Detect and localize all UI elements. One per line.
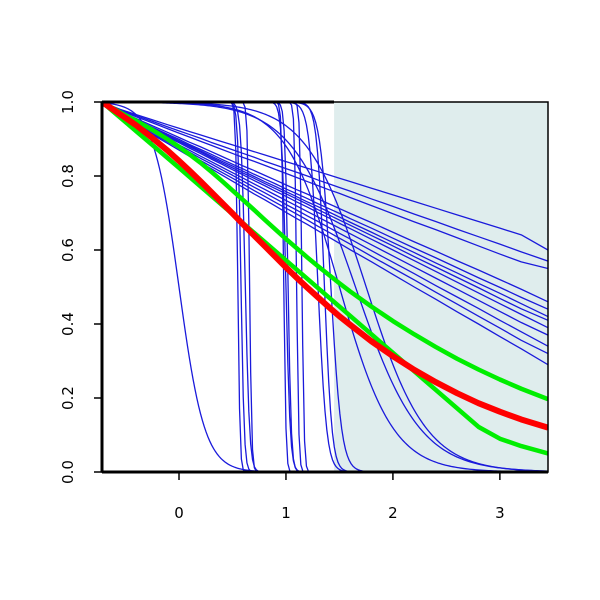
shaded-region-layer <box>334 102 548 472</box>
x-ticks: 0 1 2 3 <box>174 472 505 522</box>
green-curve-13 <box>102 102 548 402</box>
y-tick-label: 0.4 <box>59 312 77 336</box>
x-tick-label: 0 <box>174 504 184 522</box>
green-curve-14 <box>102 102 548 456</box>
blue-curve-6 <box>102 102 548 329</box>
blue-curve-1 <box>102 102 548 251</box>
blue-curve-2 <box>102 102 548 270</box>
blue-curve-10 <box>102 102 548 366</box>
plot-clip-group <box>102 102 548 472</box>
series-layer <box>102 102 548 472</box>
y-tick-label: 0.2 <box>59 386 77 410</box>
y-tick-label: 1.0 <box>59 90 77 114</box>
blue-curve-12 <box>102 102 548 321</box>
x-tick-label: 2 <box>388 504 398 522</box>
blue-curve-3 <box>102 102 548 303</box>
y-tick-label: 0.6 <box>59 238 77 262</box>
blue-curve-11 <box>102 102 548 262</box>
blue-step-curve-13 <box>102 102 548 472</box>
blue-step-curve-1 <box>102 102 548 472</box>
y-ticks: 0.0 0.2 0.4 0.6 0.8 1.0 <box>59 90 102 484</box>
blue-curve-4 <box>102 102 548 310</box>
x-tick-label: 1 <box>281 504 291 522</box>
blue-curve-5 <box>102 102 548 318</box>
x-tick-label: 3 <box>495 504 505 522</box>
blue-step-curve-11 <box>102 102 548 472</box>
red-curve-15 <box>102 102 548 431</box>
shaded-region <box>334 102 548 472</box>
y-tick-label: 0.0 <box>59 460 77 484</box>
y-tick-label: 0.8 <box>59 164 77 188</box>
